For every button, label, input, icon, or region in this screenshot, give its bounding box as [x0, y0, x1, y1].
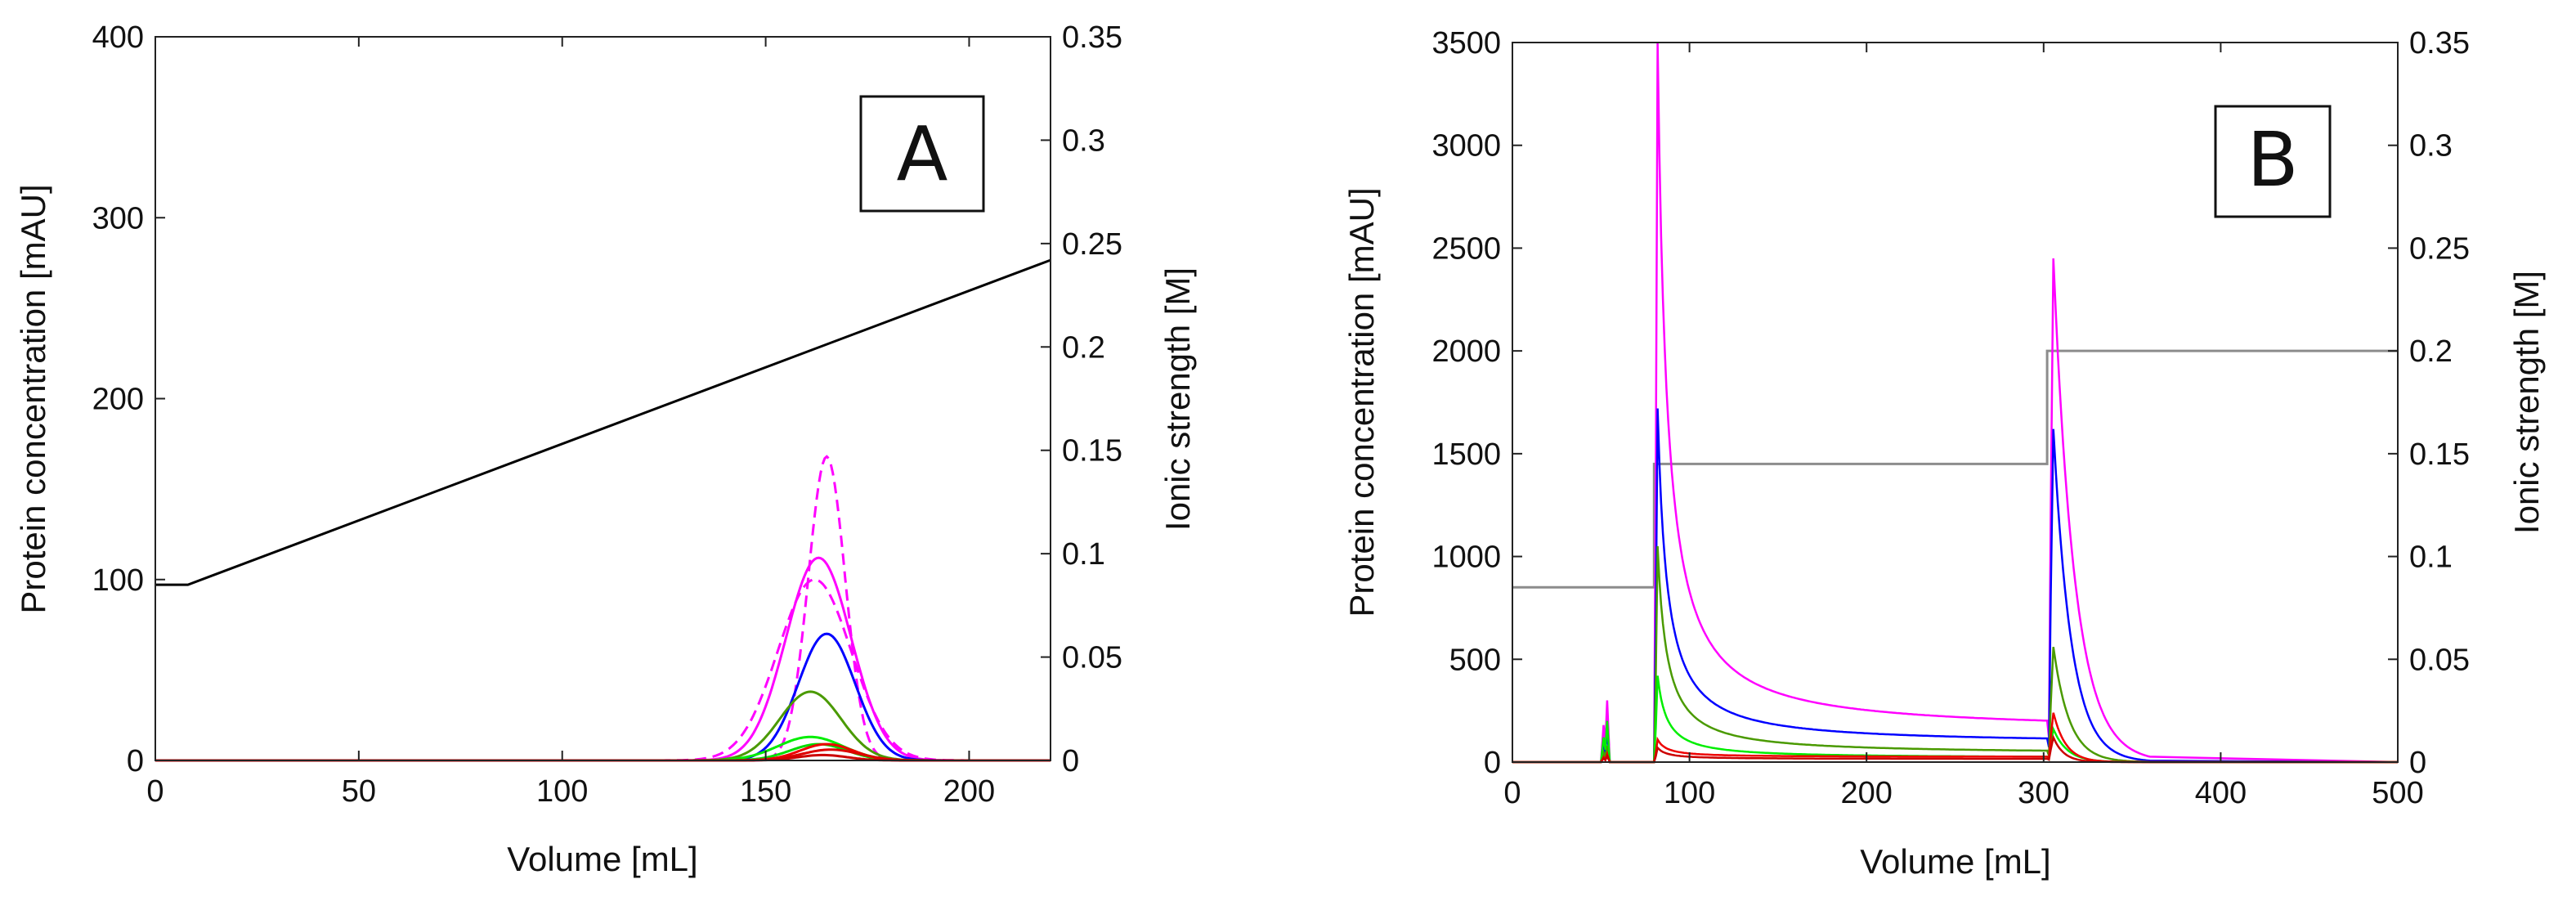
- panel-b-ylabel: Protein concentration [mAU]: [1342, 187, 1381, 617]
- panel-b-y2label: Ionic strength [M]: [2507, 271, 2546, 534]
- panel-b-y2tick-label: 0.05: [2409, 643, 2470, 677]
- panel-b-ytick-label: 3000: [1431, 129, 1501, 164]
- panel-b-series-red-2: [1512, 734, 2398, 764]
- panel-a: 0 50 100 150 200 0 100 200 300 400 0 0.05 0.1 0.15 0.2…: [14, 20, 1197, 878]
- panel-b-y2tick-label: 0: [2409, 746, 2426, 780]
- panel-a-xtick-label: 50: [342, 774, 376, 809]
- panel-a-xtick-label: 200: [943, 774, 995, 809]
- panel-b-series-red: [1512, 712, 2398, 764]
- panel-b-series-olive-green: [1512, 545, 2399, 764]
- panel-b-y2tick-label: 0.2: [2409, 334, 2453, 369]
- panel-a-series-olive-green: [155, 690, 1051, 762]
- panel-b-series-magenta: [1512, 42, 2399, 764]
- panel-a-series-blue: [155, 632, 1051, 762]
- panel-b-series-blue: [1512, 408, 2399, 764]
- panel-b-xlabel: Volume [mL]: [1860, 842, 2050, 881]
- panel-a-y2tick-label: 0: [1062, 744, 1079, 778]
- panel-a-y2tick-label: 0.2: [1062, 330, 1105, 365]
- panel-a-ytick-label: 0: [127, 744, 144, 778]
- panel-a-ytick-label: 200: [92, 383, 144, 417]
- panel-b-ticks: 0 100 200 300 400 500050010001500200025003000…: [1431, 26, 2470, 810]
- panel-a-xtick-label: 150: [740, 774, 791, 809]
- panel-b-ytick-label: 3500: [1431, 26, 1501, 61]
- panel-a-ytick-label: 300: [92, 201, 144, 235]
- panel-a-xtick-label: 0: [146, 774, 164, 809]
- panel-a-letter: A: [897, 110, 948, 198]
- panel-a-ytick-label: 400: [92, 20, 144, 55]
- panel-a-y2tick-label: 0.1: [1062, 537, 1105, 572]
- panel-a-xlabel: Volume [mL]: [507, 840, 697, 878]
- panel-a-ytick-label: 100: [92, 563, 144, 598]
- panel-b: 0 100 200 300 400 500050010001500200025003000…: [1342, 26, 2546, 881]
- panel-a-series-magenta: [155, 556, 1051, 762]
- panel-a-plot-area: [155, 258, 1051, 762]
- panel-b-y2tick-label: 0.35: [2409, 26, 2470, 61]
- panel-b-xtick-label: 100: [1664, 776, 1715, 810]
- panel-a-y2tick-label: 0.3: [1062, 123, 1105, 158]
- panel-b-ytick-label: 2500: [1431, 231, 1501, 266]
- panel-b-xtick-label: 200: [1840, 776, 1892, 810]
- panel-b-y2tick-label: 0.3: [2409, 129, 2453, 164]
- panel-a-y2label: Ionic strength [M]: [1158, 267, 1197, 531]
- panel-b-letter: B: [2247, 116, 2298, 204]
- panel-a-ylabel: Protein concentration [mAU]: [14, 184, 52, 613]
- panel-b-ionic-strength-line: [1512, 349, 2398, 589]
- panel-b-ytick-label: 1500: [1431, 437, 1501, 472]
- panel-a-series-magenta-dashed: [155, 455, 1051, 762]
- panel-b-xtick-label: 500: [2372, 776, 2423, 810]
- panel-a-y2tick-label: 0.15: [1062, 434, 1122, 469]
- panel-b-ytick-label: 1000: [1431, 540, 1501, 575]
- panel-a-ticks: 0 50 100 150 200 0 100 200 300 400 0 0.05 0.1 0.15 0.2…: [92, 20, 1122, 809]
- panel-a-ionic-strength-line: [155, 258, 1051, 586]
- panel-b-plot-area: [1512, 42, 2399, 764]
- panel-a-letter-box: [859, 95, 985, 213]
- panel-a-series-magenta-dashed-wide: [155, 578, 1051, 762]
- panel-b-xtick-label: 300: [2018, 776, 2069, 810]
- panel-b-ytick-label: 0: [1484, 746, 1501, 780]
- panel-b-xtick-label: 400: [2195, 776, 2247, 810]
- panel-b-y2tick-label: 0.1: [2409, 540, 2453, 575]
- panel-b-y2tick-label: 0.15: [2409, 437, 2470, 472]
- panel-a-y2tick-label: 0.35: [1062, 20, 1122, 55]
- panel-a-y2tick-label: 0.25: [1062, 227, 1122, 262]
- panel-b-ytick-label: 500: [1449, 643, 1501, 677]
- panel-b-axes-frame: [1512, 42, 2399, 763]
- panel-b-xtick-label: 0: [1503, 776, 1521, 810]
- panel-b-ytick-label: 2000: [1431, 334, 1501, 369]
- panel-a-xtick-label: 100: [536, 774, 588, 809]
- panel-b-letter-box: [2214, 105, 2332, 218]
- panel-b-y2tick-label: 0.25: [2409, 231, 2470, 266]
- panel-a-y2tick-label: 0.05: [1062, 641, 1122, 675]
